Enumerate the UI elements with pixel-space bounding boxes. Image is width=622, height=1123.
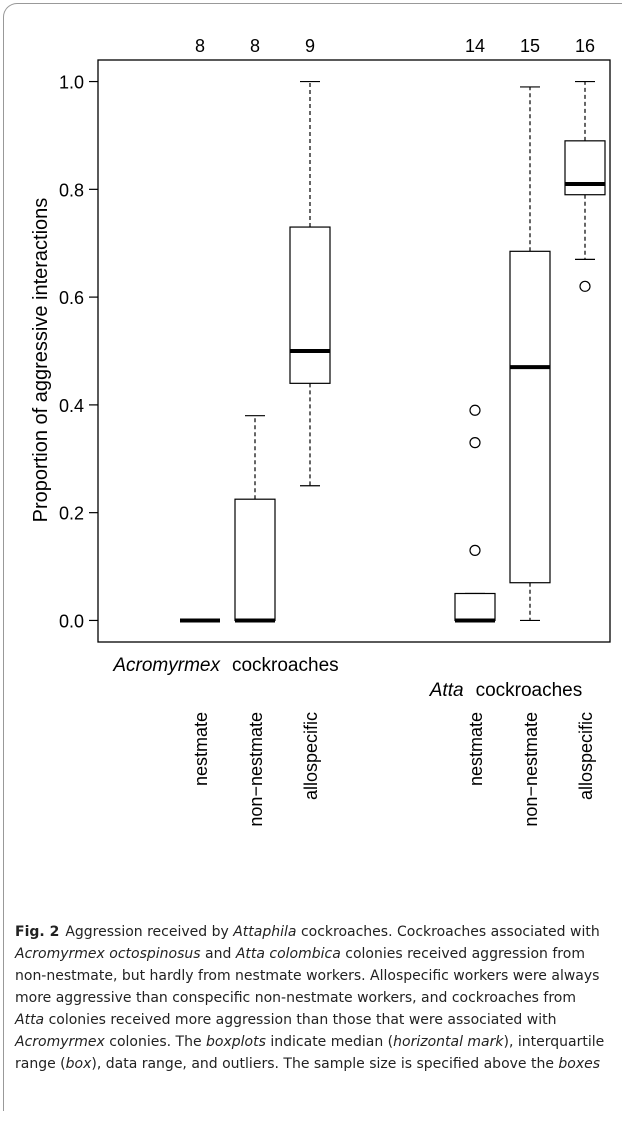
frame — [3, 3, 622, 1111]
sample-size: 9 — [305, 36, 315, 56]
group-label-italic: Acromyrmex — [112, 655, 221, 676]
caption-text: ), data range, and outliers. The sample … — [91, 1056, 559, 1072]
category-label: nestmate — [466, 712, 486, 786]
group-label: Atta cockroaches — [429, 680, 582, 701]
caption-italic: Acromyrmex — [15, 1034, 105, 1050]
caption-text: colonies received more aggression than t… — [44, 1012, 557, 1028]
caption: Fig. 2 Aggression received by Attaphila c… — [15, 921, 607, 1075]
caption-italic: Atta — [15, 1012, 45, 1028]
sample-size: 14 — [465, 36, 485, 56]
y-tick-label: 0.4 — [59, 396, 84, 416]
box — [564, 140, 606, 196]
chart: Proportion of aggressive interactions 0.… — [30, 36, 611, 827]
sample-size: 15 — [520, 36, 540, 56]
caption-text: colonies received aggression from non-ne… — [15, 946, 600, 1006]
caption-italic: boxplots — [206, 1034, 266, 1050]
y-tick-label: 1.0 — [59, 73, 84, 93]
caption-text: indicate median ( — [265, 1034, 394, 1050]
box — [454, 592, 496, 622]
sample-size: 16 — [575, 36, 595, 56]
y-tick-label: 0.2 — [59, 504, 84, 524]
sample-size: 8 — [250, 36, 260, 56]
outlier — [469, 544, 481, 556]
category-label: non−nestmate — [246, 712, 266, 827]
caption-text: Aggression received by — [65, 924, 234, 940]
outlier — [469, 404, 481, 416]
group-label-text: cockroaches — [232, 655, 339, 676]
caption-text: colonies. The — [104, 1034, 207, 1050]
caption-italic: Acromyrmex octospinosus — [15, 946, 201, 962]
caption-italic: box — [65, 1056, 92, 1072]
category-label: allospecific — [576, 712, 596, 800]
category-label: allospecific — [301, 712, 321, 800]
category-label: non−nestmate — [521, 712, 541, 827]
caption-italic: boxes — [558, 1056, 601, 1072]
caption-text: cockroaches. Cockroaches associated with — [296, 924, 600, 940]
caption-text: and — [200, 946, 236, 962]
box — [234, 498, 276, 622]
plot-frame — [97, 59, 611, 643]
group-label-text: cockroaches — [476, 680, 583, 701]
caption-italic: Attaphila — [233, 924, 297, 940]
outlier — [579, 280, 591, 292]
group-label-italic: Atta — [429, 680, 464, 701]
caption-italic: horizontal mark — [393, 1034, 504, 1050]
outlier — [469, 437, 481, 449]
box — [509, 250, 551, 584]
box — [289, 226, 331, 384]
caption-label: Fig. 2 — [15, 924, 60, 940]
caption-italic: Atta colombica — [235, 946, 341, 962]
category-label: nestmate — [191, 712, 211, 786]
group-label: Acromyrmex cockroaches — [112, 655, 338, 676]
y-tick-label: 0.6 — [59, 288, 84, 308]
sample-size: 8 — [195, 36, 205, 56]
y-tick-label: 0.8 — [59, 180, 84, 200]
y-tick-label: 0.0 — [59, 611, 84, 631]
caption-text: ), interquartile range ( — [15, 1034, 605, 1072]
y-axis-label: Proportion of aggressive interactions — [30, 198, 52, 523]
